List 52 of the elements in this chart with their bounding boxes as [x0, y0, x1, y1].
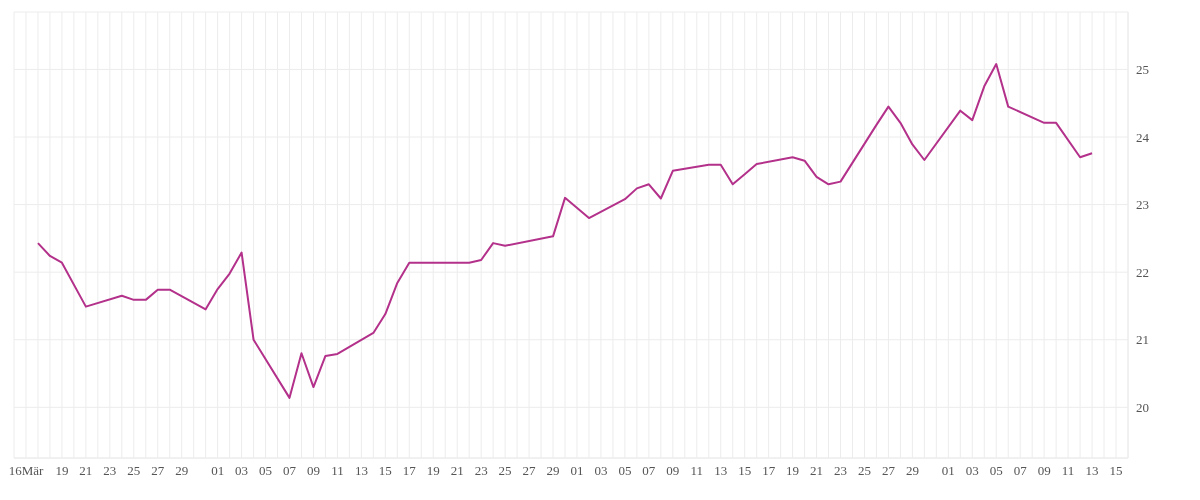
x-tick-label: 19 — [426, 463, 440, 479]
x-tick-label: 09 — [1037, 463, 1051, 479]
x-tick-label: 23 — [103, 463, 117, 479]
x-tick-label: 07 — [283, 463, 297, 479]
x-tick-label: 17 — [762, 463, 776, 479]
y-tick-label: 21 — [1136, 332, 1149, 348]
y-tick-label: 22 — [1136, 264, 1149, 280]
x-tick-label: 13 — [354, 463, 368, 479]
x-tick-label: 21 — [79, 463, 93, 479]
x-tick-label: 23 — [834, 463, 848, 479]
y-tick-label: 23 — [1136, 197, 1149, 213]
x-tick-label: 15 — [738, 463, 752, 479]
x-tick-label: 25 — [127, 463, 141, 479]
x-tick-label: 29 — [905, 463, 919, 479]
x-tick-label: 09 — [306, 463, 320, 479]
x-tick-label: 23 — [474, 463, 488, 479]
x-tick-label: 03 — [965, 463, 979, 479]
y-tick-label: 20 — [1136, 399, 1149, 415]
x-tick-label: 09 — [666, 463, 680, 479]
x-tick-label: 19 — [786, 463, 800, 479]
x-tick-label: 03 — [235, 463, 249, 479]
x-tick-label: 03 — [594, 463, 608, 479]
x-tick-label: 29 — [546, 463, 560, 479]
x-tick-label: 01 — [211, 463, 225, 479]
x-tick-label: 25 — [498, 463, 512, 479]
x-tick-label: 27 — [522, 463, 537, 479]
y-tick-label: 25 — [1136, 62, 1149, 78]
x-tick-label: 27 — [881, 463, 896, 479]
x-tick-label: 11 — [331, 463, 344, 479]
x-tick-label: 17 — [402, 463, 417, 479]
x-tick-label: 05 — [259, 463, 273, 479]
x-tick-label: 01 — [570, 463, 584, 479]
x-tick-label: 21 — [450, 463, 464, 479]
x-tick-label: 15 — [1109, 463, 1123, 479]
x-tick-label: 16Mär — [8, 463, 44, 479]
x-tick-label: 07 — [642, 463, 656, 479]
x-tick-label: 11 — [690, 463, 704, 479]
y-tick-label: 24 — [1136, 129, 1150, 145]
x-tick-label: 29 — [175, 463, 189, 479]
x-tick-label: 13 — [714, 463, 728, 479]
x-tick-label: 27 — [151, 463, 165, 479]
x-tick-label: 19 — [55, 463, 69, 479]
x-tick-label: 15 — [378, 463, 392, 479]
x-tick-label: 01 — [941, 463, 955, 479]
x-tick-label: 05 — [989, 463, 1003, 479]
x-tick-label: 05 — [618, 463, 632, 479]
x-tick-label: 25 — [857, 463, 871, 479]
x-tick-label: 13 — [1085, 463, 1099, 479]
x-tick-label: 21 — [810, 463, 824, 479]
x-tick-label: 07 — [1013, 463, 1028, 479]
x-tick-label: 11 — [1061, 463, 1075, 479]
line-series — [36, 63, 1094, 399]
